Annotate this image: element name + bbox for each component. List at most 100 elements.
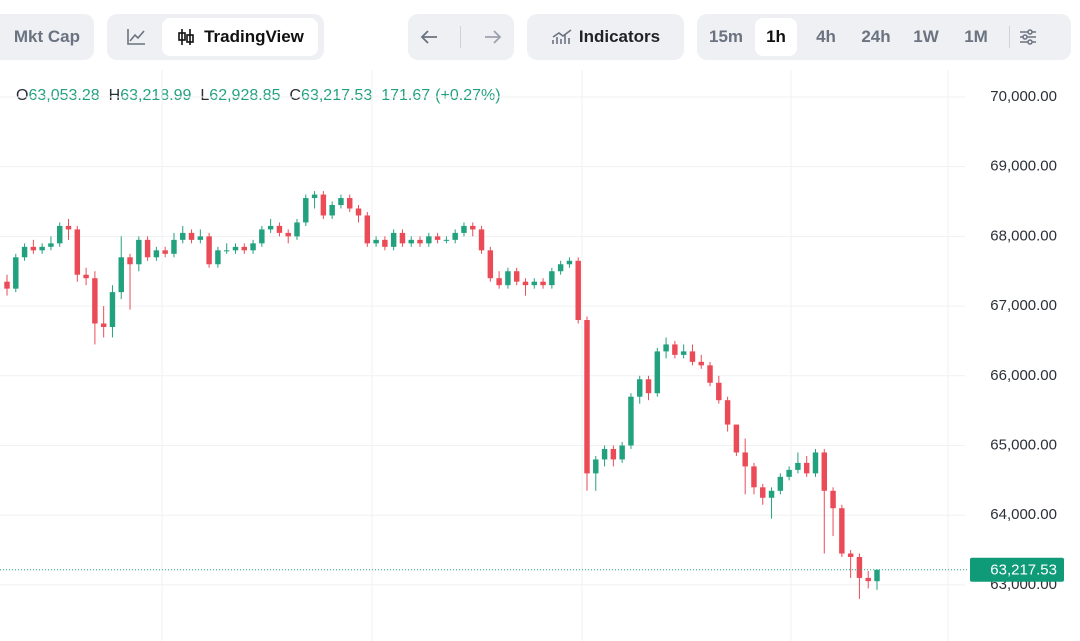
settings-button[interactable]	[1018, 27, 1038, 47]
candle-body	[716, 382, 722, 401]
candle-body	[645, 379, 652, 394]
candle-body	[232, 246, 239, 251]
candle-body	[847, 553, 854, 558]
candle-body	[144, 239, 151, 258]
candle-body	[812, 452, 819, 474]
candle-body	[303, 198, 309, 223]
candle-body	[874, 569, 880, 582]
timeframe-button[interactable]: 1W	[913, 27, 939, 46]
label: TradingView	[204, 27, 304, 46]
y-tick-label: 69,000.00	[990, 158, 1057, 175]
ohlc-key: H	[108, 87, 121, 104]
ohlc-value: 63,053.28	[28, 87, 100, 104]
timeframe-button[interactable]: 1M	[964, 27, 988, 46]
candle-body	[452, 232, 458, 240]
timeframe-button[interactable]: 1h	[755, 18, 797, 56]
candle-body	[364, 215, 371, 244]
candle-body	[197, 236, 204, 240]
label: Mkt Cap	[13, 27, 80, 46]
candle-body	[74, 229, 81, 275]
candle-body	[215, 250, 221, 265]
tradingview-button[interactable]: TradingView	[162, 18, 318, 56]
divider	[1009, 26, 1010, 48]
y-tick-label: 70,000.00	[990, 88, 1057, 105]
candle-body	[795, 462, 801, 470]
candle-body	[663, 344, 669, 352]
icon	[1020, 29, 1036, 45]
timeframe-button[interactable]: 15m	[708, 27, 744, 46]
candle-body	[672, 344, 678, 355]
timeframe-button[interactable]: 24h	[861, 27, 891, 46]
candle-body	[399, 232, 406, 244]
candle-body	[654, 351, 661, 394]
candle-body	[839, 508, 845, 554]
candle-body	[707, 365, 713, 383]
candle-body	[390, 232, 397, 247]
line-chart-button[interactable]	[110, 18, 162, 56]
candle-body	[557, 264, 564, 272]
candle-body	[276, 225, 283, 233]
candle-body	[821, 452, 827, 491]
candle-body	[610, 448, 617, 460]
candle-body	[311, 194, 318, 199]
candle-body	[118, 257, 124, 293]
timeframe-button[interactable]: 4h	[816, 27, 836, 46]
candle-body	[136, 239, 142, 265]
candle-body	[487, 250, 494, 279]
candle-body	[241, 246, 247, 251]
candle-body	[601, 448, 608, 460]
candle-body	[426, 236, 432, 244]
candle-body	[698, 361, 704, 366]
timeframe-group: 15m 1h 4h 24h 1W 1M	[697, 14, 1071, 60]
candle-body	[259, 229, 265, 244]
last-price-tag	[970, 557, 1064, 582]
candle-body	[751, 466, 757, 488]
ohlc-value: 62,928.85	[209, 87, 281, 104]
change: 171.67	[381, 87, 431, 104]
candle-body	[680, 351, 687, 355]
ohlc-value: 63,218.99	[120, 87, 192, 104]
candle-body	[267, 225, 274, 230]
candle-body	[760, 487, 766, 498]
candle-body	[127, 257, 133, 265]
candle-body	[338, 198, 344, 206]
indicators-button[interactable]: Indicators	[527, 14, 684, 60]
ohlc-value: 63,217.53	[301, 87, 373, 104]
candle-body	[689, 351, 696, 362]
mkt-cap-button[interactable]: Mkt Cap	[0, 14, 94, 60]
candle-body	[250, 243, 256, 251]
ohlc-key: L	[200, 87, 210, 104]
candle-body	[777, 476, 784, 491]
candle-body	[294, 222, 300, 237]
candle-body	[320, 194, 327, 216]
y-tick-label: 68,000.00	[990, 227, 1057, 244]
candle-body	[768, 490, 775, 498]
ohlc-key: C	[289, 87, 302, 104]
candle-body	[566, 260, 573, 265]
candle-body	[373, 239, 379, 244]
history-group	[408, 14, 514, 60]
candle-body	[742, 452, 748, 467]
y-tick-label: 65,000.00	[990, 436, 1057, 453]
y-tick-label: 63,000.00	[990, 576, 1057, 593]
candle-body	[57, 225, 63, 244]
candle-body	[724, 400, 731, 425]
candle-body	[549, 271, 555, 286]
candle-body	[100, 323, 107, 327]
candle-body	[171, 239, 177, 254]
ohlc-key: O	[16, 87, 29, 104]
candle-body	[637, 379, 643, 397]
candle-body	[65, 225, 72, 230]
candle-body	[531, 281, 537, 286]
candle-body	[461, 225, 467, 233]
candle-body	[417, 239, 423, 244]
candle-body	[382, 239, 388, 247]
undo-button[interactable]	[418, 27, 440, 47]
candle-body	[434, 236, 441, 240]
candle-body	[223, 250, 230, 252]
redo-button[interactable]	[482, 27, 504, 47]
candle-body	[206, 236, 212, 265]
candle-body	[329, 205, 335, 216]
candle-body	[21, 246, 28, 258]
